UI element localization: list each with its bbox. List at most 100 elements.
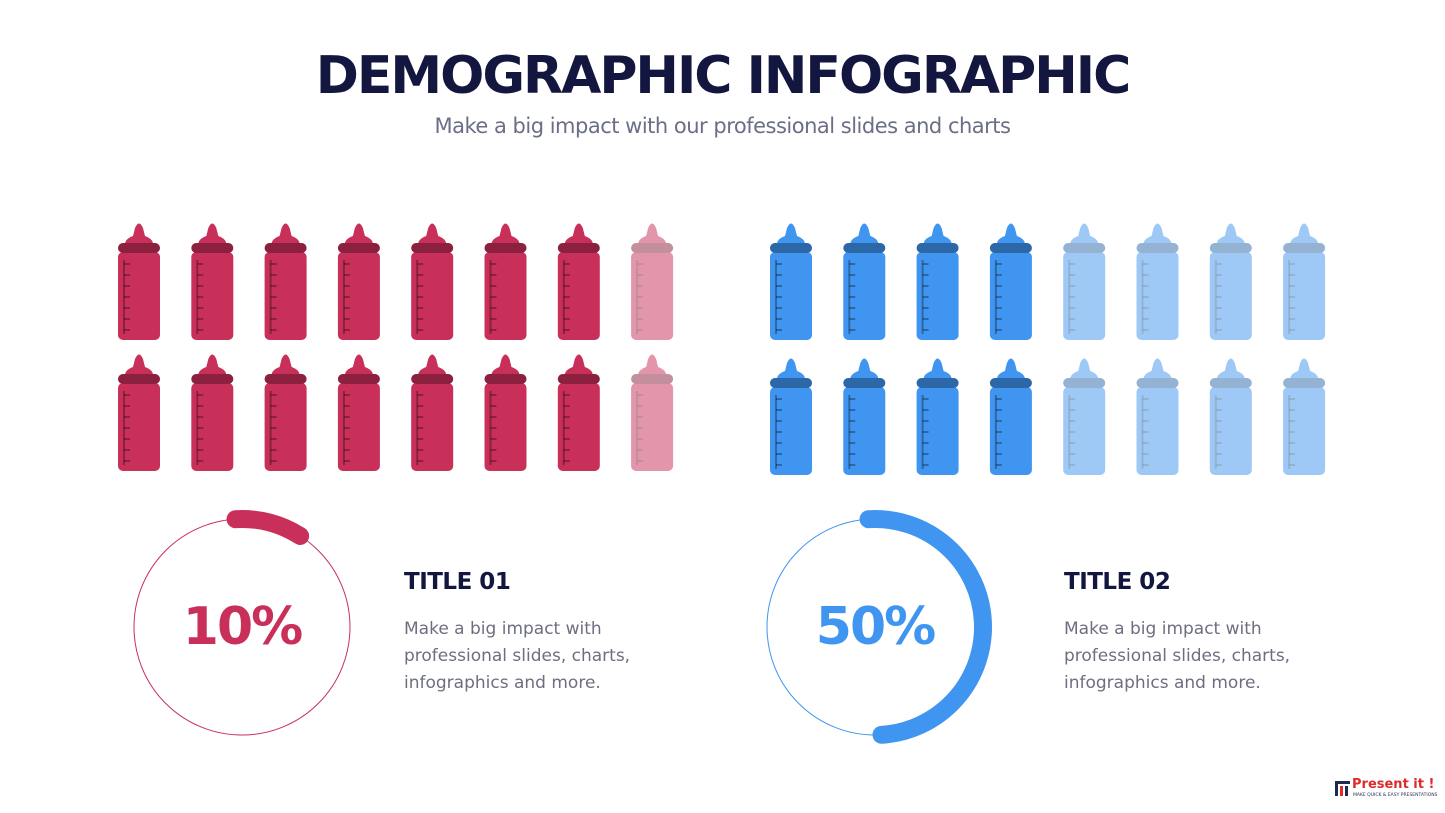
bottle bbox=[1136, 358, 1179, 475]
bottle-collar-shade bbox=[770, 243, 812, 253]
bottle-nipple bbox=[1070, 358, 1099, 379]
bottle-collar-shade bbox=[264, 243, 307, 253]
bottle-body bbox=[1063, 387, 1106, 475]
bottle-body bbox=[1283, 387, 1326, 475]
bottle bbox=[191, 223, 234, 340]
bottle-nipple bbox=[564, 354, 593, 375]
bottle-body bbox=[484, 252, 527, 340]
bottle-nipple bbox=[125, 354, 153, 375]
bottle-body bbox=[337, 383, 380, 471]
bottle-collar bbox=[411, 374, 454, 384]
bottle-body bbox=[264, 252, 307, 340]
bottle bbox=[411, 354, 454, 471]
bottle-nipple bbox=[1290, 223, 1319, 244]
bottle-collar bbox=[484, 243, 527, 253]
bottle-body bbox=[1283, 252, 1326, 340]
bottle-nipple bbox=[996, 223, 1025, 244]
bottle bbox=[484, 354, 527, 471]
bottle-collar-shade bbox=[118, 243, 160, 253]
bottle-body bbox=[557, 383, 600, 471]
bottle-collar-shade bbox=[264, 374, 307, 384]
bottle-nipple bbox=[491, 354, 520, 375]
bottle bbox=[118, 354, 160, 471]
bottle bbox=[1283, 223, 1326, 340]
bottle-collar bbox=[989, 378, 1032, 388]
bottle-body bbox=[484, 383, 527, 471]
bottle-collar-shade bbox=[1283, 243, 1326, 253]
bottle-collar bbox=[118, 374, 160, 384]
bottle bbox=[337, 223, 380, 340]
bottle-collar bbox=[191, 243, 234, 253]
bottle bbox=[1063, 358, 1106, 475]
bottle-collar-shade bbox=[843, 378, 886, 388]
bottle-nipple bbox=[564, 223, 593, 244]
bottle-body bbox=[916, 252, 959, 340]
bottle-body bbox=[1136, 252, 1179, 340]
bottle-collar-shade bbox=[916, 378, 959, 388]
bottle-collar-shade bbox=[337, 243, 380, 253]
bottle bbox=[989, 223, 1032, 340]
bottle bbox=[1209, 223, 1252, 340]
bottle-collar-shade bbox=[989, 378, 1032, 388]
bottle-nipple bbox=[344, 223, 373, 244]
bottle-collar bbox=[1283, 243, 1326, 253]
bottle-collar-shade bbox=[1209, 243, 1252, 253]
bottle-nipple bbox=[850, 358, 879, 379]
bottle-nipple bbox=[271, 223, 300, 244]
bottle-body bbox=[1209, 252, 1252, 340]
bottle-body bbox=[411, 383, 454, 471]
bottle-body bbox=[1209, 387, 1252, 475]
bottle-nipple bbox=[923, 358, 952, 379]
bottle-collar bbox=[118, 243, 160, 253]
bottle-body bbox=[118, 383, 160, 471]
bottle-nipple bbox=[1290, 358, 1319, 379]
panel-description: Make a big impact with professional slid… bbox=[1064, 619, 1291, 693]
bottle-collar-shade bbox=[770, 378, 812, 388]
bottle bbox=[631, 354, 674, 471]
bottle-body bbox=[557, 252, 600, 340]
bottle-collar bbox=[1136, 378, 1179, 388]
bottle-collar-shade bbox=[631, 243, 674, 253]
bottle-nipple bbox=[996, 358, 1025, 379]
bottle-collar bbox=[557, 374, 600, 384]
bottle-body bbox=[843, 387, 886, 475]
bottle-body bbox=[191, 252, 234, 340]
bottle-collar-shade bbox=[411, 374, 454, 384]
bottle-collar-shade bbox=[191, 243, 234, 253]
bottle-collar bbox=[1209, 243, 1252, 253]
bottle-body bbox=[337, 252, 380, 340]
bottle-collar bbox=[843, 378, 886, 388]
logo-bar bbox=[1335, 781, 1350, 784]
logo-name: Present it ! bbox=[1352, 777, 1435, 792]
bottle-collar bbox=[631, 243, 674, 253]
bottle-nipple bbox=[125, 223, 153, 244]
logo-icon bbox=[1335, 781, 1350, 796]
bottle-nipple bbox=[1216, 223, 1245, 244]
bottle-nipple bbox=[777, 223, 805, 244]
bottle-collar bbox=[484, 374, 527, 384]
subtitle: Make a big impact with our professional … bbox=[434, 114, 1011, 138]
gauge-value: 10% bbox=[182, 597, 303, 657]
bottle bbox=[843, 223, 886, 340]
bottle-nipple bbox=[638, 354, 667, 375]
logo-bar bbox=[1340, 786, 1343, 796]
bottle-collar bbox=[557, 243, 600, 253]
bottle bbox=[1063, 223, 1106, 340]
bottle bbox=[770, 223, 812, 340]
bottle-nipple bbox=[1216, 358, 1245, 379]
bottle-collar bbox=[337, 243, 380, 253]
logo-bar bbox=[1335, 781, 1338, 796]
bottle-body bbox=[191, 383, 234, 471]
bottle-collar-shade bbox=[191, 374, 234, 384]
bottle-body bbox=[631, 383, 674, 471]
bottle bbox=[557, 223, 600, 340]
bottle bbox=[1209, 358, 1252, 475]
bottle bbox=[264, 223, 307, 340]
bottle bbox=[118, 223, 160, 340]
bottle bbox=[989, 358, 1032, 475]
bottle-collar bbox=[191, 374, 234, 384]
panel-title: TITLE 02 bbox=[1064, 569, 1171, 595]
bottle-body bbox=[631, 252, 674, 340]
bottle-body bbox=[264, 383, 307, 471]
